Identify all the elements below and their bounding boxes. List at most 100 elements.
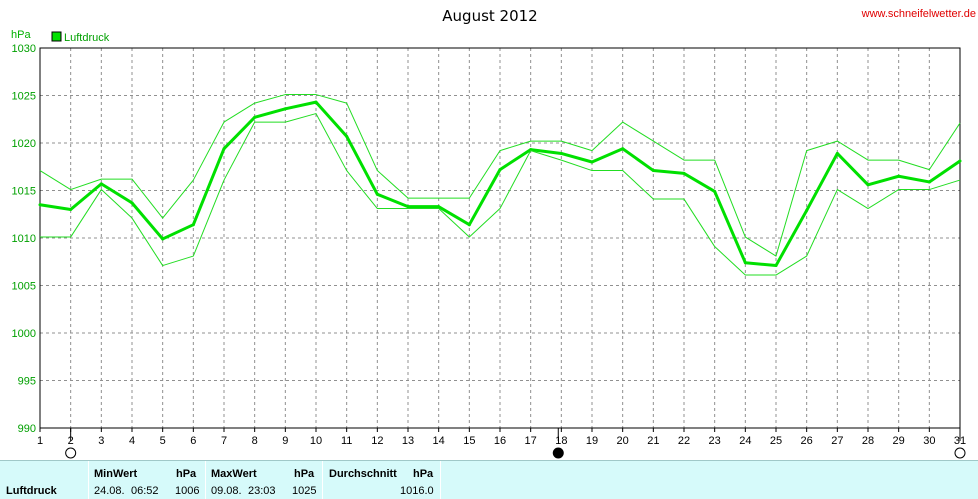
moon-full-icon: [954, 447, 966, 459]
website-link[interactable]: www.schneifelwetter.de: [861, 8, 976, 20]
stats-min-cell: MinWert hPa 24.08. 06:52 1006: [89, 461, 206, 499]
x-tick-label: 18: [555, 435, 567, 447]
x-tick-label: 23: [709, 435, 721, 447]
data-point: [774, 264, 778, 268]
x-tick-label: 10: [310, 435, 322, 447]
x-tick-label: 1: [37, 435, 43, 447]
max-value: 1025: [292, 485, 317, 497]
data-point: [437, 205, 441, 209]
data-point: [191, 223, 195, 227]
y-axis-ticks: 990 995 1000 1005 1010 1015 1020 1025 1030: [12, 43, 36, 435]
data-point: [283, 107, 287, 111]
avg-unit-header: hPa: [413, 468, 434, 480]
data-point: [835, 151, 839, 155]
max-date: 09.08.: [211, 485, 242, 497]
data-point: [498, 168, 502, 172]
min-unit-header: hPa: [176, 468, 197, 480]
chart-title: August 2012: [442, 7, 537, 25]
data-point: [222, 147, 226, 151]
data-point: [805, 208, 809, 212]
legend-swatch: [51, 31, 62, 42]
avg-header: Durchschnitt: [329, 468, 397, 480]
y-tick-label: 1005: [12, 281, 36, 293]
x-tick-label: 14: [433, 435, 445, 447]
data-point: [927, 180, 931, 184]
pressure-chart: August 2012 www.schneifelwetter.de hPa L…: [11, 7, 976, 459]
stats-max-cell: MaxWert hPa 09.08. 23:03 1025: [206, 461, 323, 499]
stats-row-label: Luftdruck: [6, 485, 57, 497]
moon-new-icon: [552, 447, 564, 459]
x-tick-label: 19: [586, 435, 598, 447]
y-tick-label: 1025: [12, 91, 36, 103]
series-layer: [38, 94, 962, 276]
min-value: 1006: [175, 485, 200, 497]
x-tick-label: 4: [129, 435, 135, 447]
data-point: [314, 100, 318, 104]
y-unit-label: hPa: [11, 29, 31, 41]
x-tick-label: 17: [525, 435, 537, 447]
data-point: [253, 115, 257, 119]
data-point: [651, 169, 655, 173]
x-tick-label: 3: [98, 435, 104, 447]
data-point: [713, 189, 717, 193]
series-line-max: [39, 94, 961, 257]
y-tick-label: 1030: [12, 43, 36, 55]
data-point: [897, 174, 901, 178]
data-point: [161, 237, 165, 241]
data-point: [743, 261, 747, 265]
data-point: [406, 205, 410, 209]
moon-full-icon: [65, 447, 77, 459]
x-tick-label: 24: [739, 435, 751, 447]
data-point: [866, 183, 870, 187]
data-point: [559, 151, 563, 155]
y-tick-label: 1000: [12, 328, 36, 340]
x-tick-label: 8: [252, 435, 258, 447]
data-point: [69, 208, 73, 211]
avg-value: 1016.0: [400, 485, 434, 497]
data-point: [467, 223, 471, 227]
stats-bar: Luftdruck MinWert hPa 24.08. 06:52 1006 …: [0, 460, 978, 499]
min-date: 24.08.: [94, 485, 125, 497]
x-tick-label: 28: [862, 435, 874, 447]
x-tick-label: 9: [282, 435, 288, 447]
series-line-min: [40, 113, 961, 276]
x-tick-label: 12: [371, 435, 383, 447]
x-tick-label: 7: [221, 435, 227, 447]
grid: [39, 47, 961, 429]
y-tick-label: 1015: [12, 186, 36, 198]
data-point: [590, 160, 594, 164]
x-tick-label: 22: [678, 435, 690, 447]
data-point: [621, 147, 625, 151]
max-header: MaxWert: [211, 468, 257, 480]
data-point: [99, 182, 103, 186]
y-tick-label: 1020: [12, 138, 36, 150]
x-tick-label: 26: [801, 435, 813, 447]
data-point: [375, 192, 379, 196]
x-tick-label: 16: [494, 435, 506, 447]
data-point: [958, 159, 962, 163]
y-tick-label: 1010: [12, 233, 36, 245]
x-tick-label: 5: [160, 435, 166, 447]
stats-row-label-cell: Luftdruck: [0, 461, 89, 499]
x-tick-label: 13: [402, 435, 414, 447]
max-unit-header: hPa: [294, 468, 315, 480]
y-tick-label: 990: [18, 423, 36, 435]
x-tick-label: 25: [770, 435, 782, 447]
y-tick-label: 995: [18, 376, 36, 388]
data-point: [345, 134, 349, 138]
x-tick-label: 30: [923, 435, 935, 447]
legend-label: Luftdruck: [64, 32, 110, 44]
min-header: MinWert: [94, 468, 138, 480]
x-tick-label: 21: [647, 435, 659, 447]
x-tick-label: 11: [341, 435, 352, 447]
x-tick-label: 29: [893, 435, 905, 447]
x-tick-label: 6: [190, 435, 196, 447]
min-time: 06:52: [131, 485, 159, 497]
moon-phase-markers: [65, 428, 966, 459]
data-point: [130, 201, 134, 205]
x-tick-label: 15: [463, 435, 475, 447]
max-time: 23:03: [248, 485, 276, 497]
x-tick-label: 20: [617, 435, 629, 447]
x-axis-ticks: 1234567891011121314151617181920212223242…: [37, 428, 966, 447]
x-tick-label: 27: [831, 435, 843, 447]
